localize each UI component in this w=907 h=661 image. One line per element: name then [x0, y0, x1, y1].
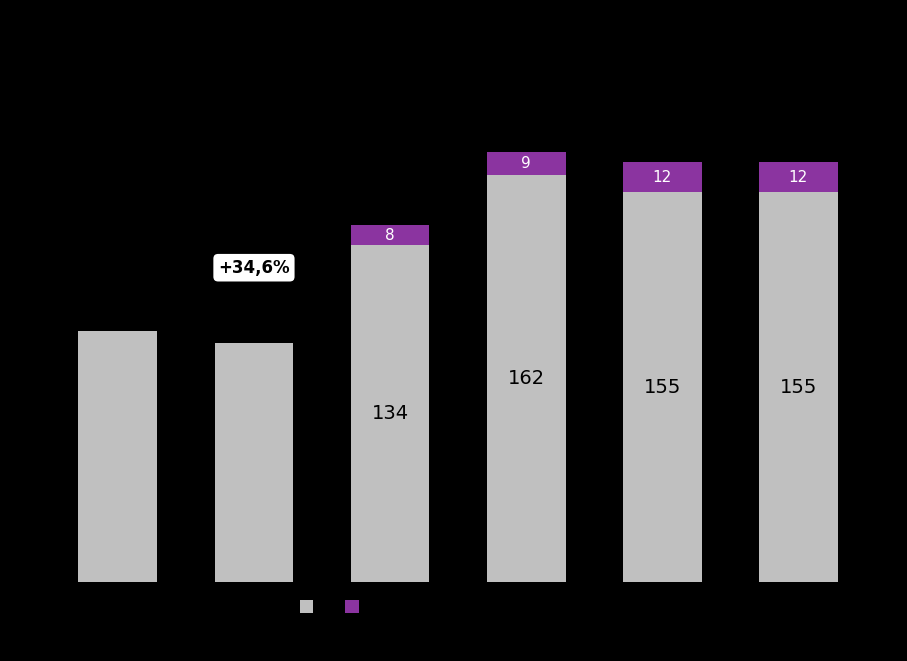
Bar	[487, 175, 566, 582]
Text: 162: 162	[508, 369, 544, 388]
Text: 155: 155	[779, 377, 817, 397]
Text: 134: 134	[372, 404, 408, 423]
Bar	[351, 245, 430, 582]
Bar	[351, 225, 430, 245]
Text: 155: 155	[643, 377, 681, 397]
Text: 12: 12	[652, 170, 672, 185]
Text: 8: 8	[385, 227, 395, 243]
Bar	[215, 343, 294, 582]
Text: 12: 12	[788, 170, 808, 185]
Bar	[79, 330, 158, 582]
Bar	[623, 162, 702, 192]
Legend: , : ,	[294, 595, 369, 620]
Text: 9: 9	[522, 156, 531, 171]
Text: +34,6%: +34,6%	[219, 258, 289, 277]
Bar	[758, 192, 838, 582]
Bar	[487, 152, 566, 175]
Bar	[623, 192, 702, 582]
Bar	[758, 162, 838, 192]
